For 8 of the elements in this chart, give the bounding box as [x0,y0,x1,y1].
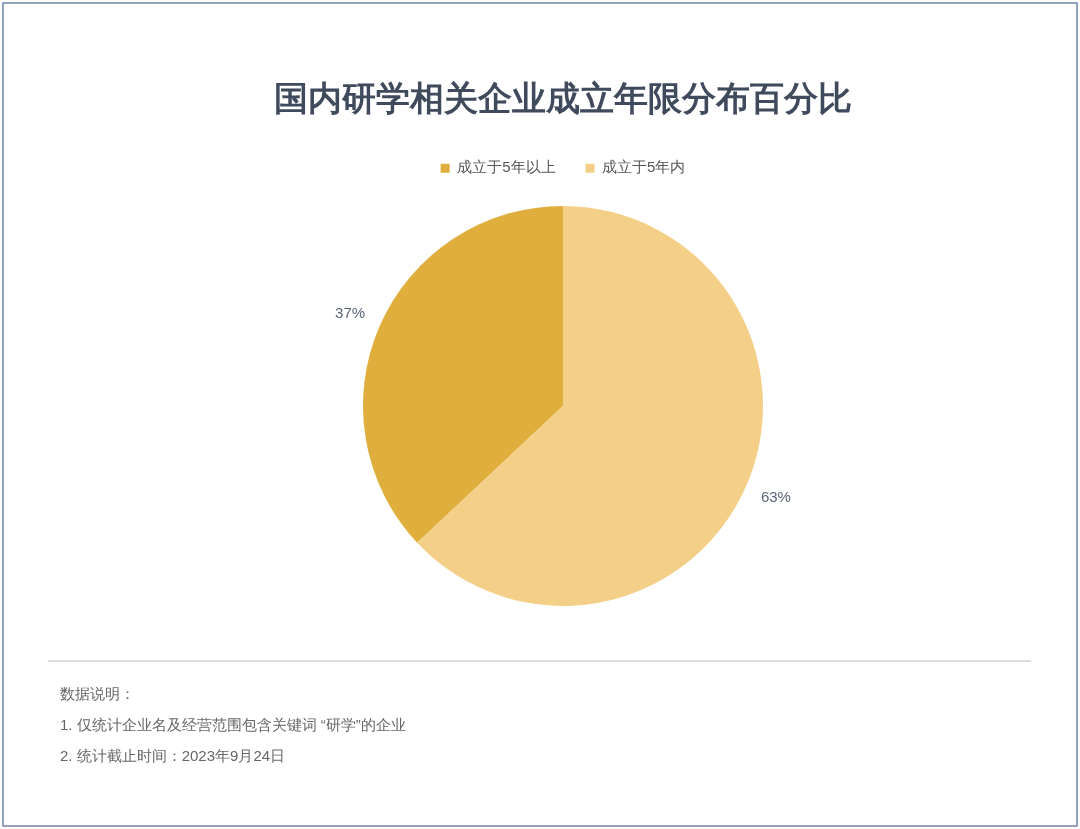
legend-label: 成立于5年以上 [457,158,556,176]
text: 1. 仅统计企业名及经营范围包含关键词 “研学”的企业 [60,716,406,734]
chart-title: 国内研学相关企业成立年限分布百分比 [274,78,852,117]
data-label: 63% [760,488,791,506]
data-label: 37% [335,303,366,321]
text: 数据说明： [60,685,135,703]
text: 2. 统计截止时间：2023年9月24日 [60,747,286,765]
legend-label: 成立于5年内 [602,158,686,176]
